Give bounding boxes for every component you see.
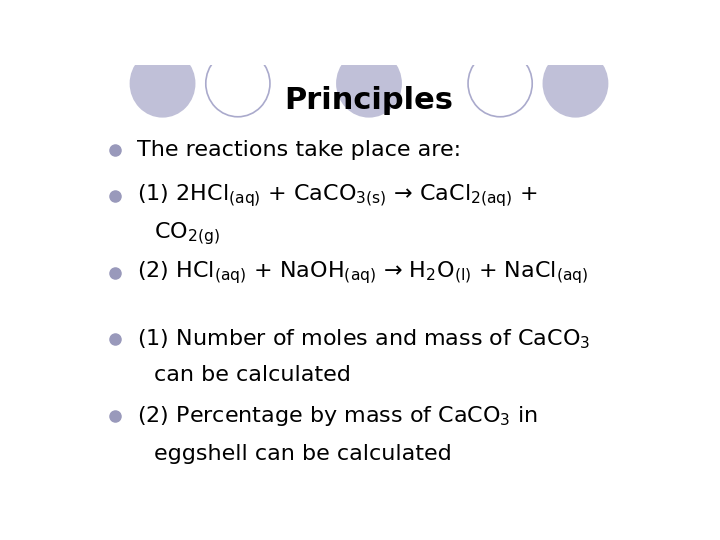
Ellipse shape — [206, 50, 270, 117]
Text: can be calculated: can be calculated — [154, 364, 351, 384]
Text: (2) Percentage by mass of CaCO$_{\mathregular{3}}$ in: (2) Percentage by mass of CaCO$_{\mathre… — [138, 404, 539, 428]
Text: CO$_{\mathregular{2(g)}}$: CO$_{\mathregular{2(g)}}$ — [154, 220, 220, 247]
Text: The reactions take place are:: The reactions take place are: — [138, 140, 462, 160]
Text: (1) Number of moles and mass of CaCO$_{\mathregular{3}}$: (1) Number of moles and mass of CaCO$_{\… — [138, 327, 591, 351]
Ellipse shape — [468, 50, 532, 117]
Text: Principles: Principles — [284, 86, 454, 114]
Ellipse shape — [130, 50, 194, 117]
Text: (2) HCl$_{\mathregular{(aq)}}$ + NaOH$_{\mathregular{(aq)}}$ → H$_{\mathregular{: (2) HCl$_{\mathregular{(aq)}}$ + NaOH$_{… — [138, 259, 589, 286]
Text: eggshell can be calculated: eggshell can be calculated — [154, 443, 452, 463]
Ellipse shape — [544, 50, 608, 117]
Ellipse shape — [337, 50, 401, 117]
Text: (1) 2HCl$_{\mathregular{(aq)}}$ + CaCO$_{\mathregular{3(s)}}$ → CaCl$_{\mathregu: (1) 2HCl$_{\mathregular{(aq)}}$ + CaCO$_… — [138, 183, 539, 209]
